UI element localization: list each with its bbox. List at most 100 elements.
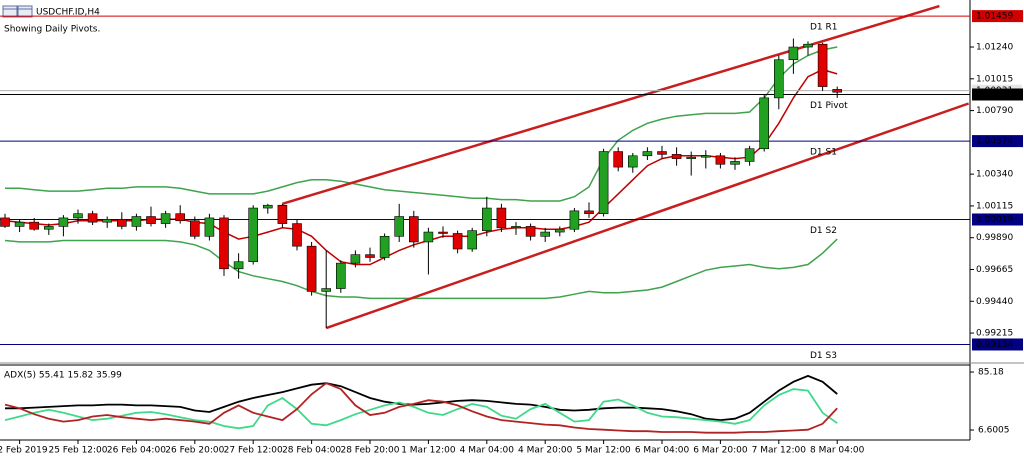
pivot-value-box <box>972 88 1023 101</box>
candle-body <box>73 213 83 219</box>
y-tick-label: 1.01240 <box>976 43 1013 53</box>
candle-body <box>715 155 726 165</box>
candle-body <box>29 221 40 230</box>
y-tick-label: 1.00340 <box>976 170 1013 180</box>
y-tick-label: 85.18 <box>978 368 1004 378</box>
candle-body <box>554 228 565 233</box>
pivot-name: D1 Pivot <box>810 101 848 111</box>
pivot-value-box <box>972 338 1023 351</box>
y-tick-label: 1.00115 <box>976 201 1013 211</box>
candle-body <box>803 43 813 48</box>
x-tick-label: 6 Mar 04:00 <box>635 446 690 456</box>
candle-body <box>131 216 142 227</box>
y-tick-label: 0.99215 <box>976 329 1013 339</box>
pivot-value-box <box>972 10 1023 23</box>
pivot-value-label: 0.99134 <box>976 340 1013 350</box>
candle-body <box>481 207 492 231</box>
pivot-name: D1 S3 <box>810 351 837 361</box>
x-tick-label: 7 Mar 12:00 <box>752 446 807 456</box>
adx-line <box>4 388 838 430</box>
candle-body <box>248 207 258 263</box>
x-tick-label: 5 Mar 12:00 <box>576 446 631 456</box>
x-tick-label: 28 Feb 04:00 <box>282 446 341 456</box>
x-tick-label: 4 Mar 20:00 <box>518 446 573 456</box>
x-tick-label: 4 Mar 04:00 <box>460 446 515 456</box>
candle-body <box>773 59 784 99</box>
candle-body <box>321 288 332 292</box>
candle-body <box>642 151 653 157</box>
candle-body <box>102 219 112 223</box>
adx-title: ADX(5) 55.41 15.82 35.99 <box>4 371 122 381</box>
candle-body <box>335 262 346 289</box>
adx-pane <box>4 374 838 434</box>
candle-body <box>277 204 288 224</box>
pivot-name: D1 R1 <box>810 23 838 33</box>
candle-body <box>350 254 361 264</box>
x-tick-label: 28 Feb 20:00 <box>340 446 399 456</box>
axes: 1.01240 1.01015 1.00790 1.00340 1.00115 0.998… <box>0 10 1023 456</box>
candle-body <box>58 217 69 227</box>
candle-body <box>671 154 682 159</box>
x-tick-label: 26 Feb 04:00 <box>107 446 166 456</box>
pivot-value-box <box>972 135 1023 148</box>
candle-body <box>394 216 405 237</box>
candle-body <box>117 219 127 227</box>
candle-body <box>832 89 843 93</box>
x-tick-label: 26 Feb 20:00 <box>165 446 224 456</box>
x-tick-label: 22 Feb 2019 <box>0 446 48 456</box>
candle-body <box>525 226 536 237</box>
price-pane: D1 R1 D1 Pivot D1 S1 D1 S2 D1 S3 <box>0 4 970 361</box>
candle-body <box>87 213 98 223</box>
candle-body <box>423 231 434 243</box>
x-tick-label: 1 Mar 12:00 <box>401 446 456 456</box>
candle-body <box>408 216 419 243</box>
candle-body <box>0 217 10 227</box>
candle-body <box>540 231 551 237</box>
y-tick-label: 1.00790 <box>976 106 1013 116</box>
candle-body <box>584 210 594 214</box>
candle-body <box>175 213 185 222</box>
pivot-value-label: 1.00019 <box>976 215 1013 225</box>
candle-body <box>204 217 215 237</box>
candle-body <box>569 210 580 230</box>
candle-body <box>438 231 448 234</box>
candle-body <box>219 217 229 270</box>
candle-body <box>759 97 770 150</box>
candle-body <box>43 226 54 230</box>
chart-subtitle: Showing Daily Pivots. <box>4 25 100 35</box>
candle-body <box>700 155 711 158</box>
indicator-line <box>4 238 838 300</box>
trend-line <box>282 4 940 205</box>
candle-body <box>730 161 740 165</box>
x-tick-label: 27 Feb 12:00 <box>224 446 283 456</box>
y-tick-label: 0.99440 <box>976 297 1013 307</box>
adx-line <box>4 382 838 434</box>
candle-body <box>511 226 521 229</box>
candle-body <box>14 221 25 227</box>
candle-body <box>146 216 156 224</box>
pivot-value-label: 1.01459 <box>976 12 1013 22</box>
pivot-name: D1 S2 <box>810 226 837 236</box>
candle-body <box>233 261 244 270</box>
candle-body <box>292 223 302 247</box>
candle-body <box>467 230 478 250</box>
candle-body <box>452 233 463 250</box>
y-tick-label: 6.6005 <box>978 426 1010 436</box>
candle-body <box>657 151 667 155</box>
candle-body <box>262 204 273 209</box>
pivot-value-box <box>972 213 1023 226</box>
x-tick-label: 8 Mar 04:00 <box>810 446 865 456</box>
pivot-name: D1 S1 <box>810 148 837 158</box>
candle-body <box>788 46 799 61</box>
candle-body <box>306 245 317 292</box>
pivot-value-label: 1.00574 <box>976 137 1013 147</box>
candle-body <box>598 151 609 214</box>
y-tick-label: 0.99890 <box>976 233 1013 243</box>
candle-body <box>379 235 390 258</box>
candle-body <box>613 151 624 168</box>
indicator-line <box>4 68 838 266</box>
candle-body <box>686 156 697 159</box>
x-tick-label: 6 Mar 20:00 <box>693 446 748 456</box>
y-tick-label: 1.01015 <box>976 74 1013 84</box>
